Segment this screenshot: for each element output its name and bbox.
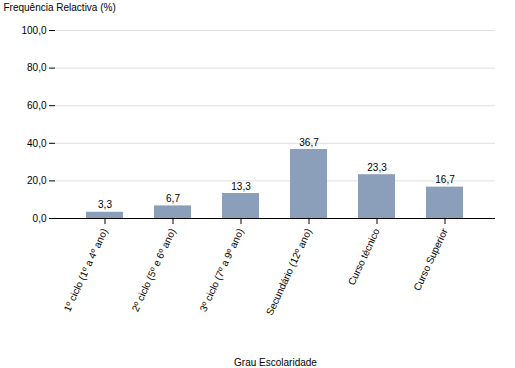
- svg-text:1º ciclo (1º a 4º ano): 1º ciclo (1º a 4º ano): [62, 227, 110, 314]
- svg-text:6,7: 6,7: [166, 193, 180, 204]
- svg-text:3º ciclo (7º a 9º ano): 3º ciclo (7º a 9º ano): [198, 227, 246, 314]
- svg-text:20,0: 20,0: [27, 175, 47, 186]
- svg-text:3,3: 3,3: [98, 199, 112, 210]
- svg-text:Grau Escolaridade: Grau Escolaridade: [234, 357, 317, 368]
- svg-text:36,7: 36,7: [299, 137, 319, 148]
- svg-text:Curso Superior: Curso Superior: [411, 226, 450, 292]
- svg-text:40,0: 40,0: [27, 138, 47, 149]
- svg-text:16,7: 16,7: [435, 174, 455, 185]
- svg-text:2º ciclo (5º e 6º ano): 2º ciclo (5º e 6º ano): [130, 227, 178, 314]
- svg-text:100,0: 100,0: [21, 25, 46, 36]
- svg-text:60,0: 60,0: [27, 100, 47, 111]
- svg-text:Secundário (12º ano): Secundário (12º ano): [264, 227, 314, 317]
- svg-text:Curso técnico: Curso técnico: [346, 226, 382, 286]
- svg-text:0,0: 0,0: [33, 213, 47, 224]
- svg-text:Frequência Relactiva (%): Frequência Relactiva (%): [4, 2, 116, 13]
- svg-text:80,0: 80,0: [27, 62, 47, 73]
- svg-text:23,3: 23,3: [367, 162, 387, 173]
- svg-text:13,3: 13,3: [231, 181, 251, 192]
